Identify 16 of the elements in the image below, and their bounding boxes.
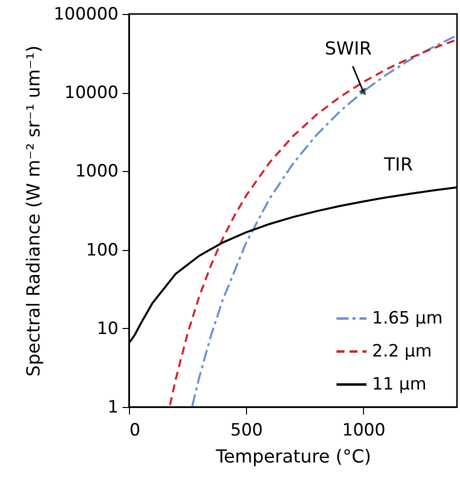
legend-label: 11 µm (372, 374, 426, 394)
x-axis-title: Temperature (°C) (214, 446, 372, 468)
x-tick-label: 0 (130, 420, 140, 440)
y-axis-title: Spectral Radiance (W m⁻² sr⁻¹ um⁻¹) (24, 45, 45, 377)
y-tick-label: 1 (108, 398, 118, 418)
legend-label: 1.65 µm (372, 308, 443, 328)
y-tick-label: 10 (96, 318, 118, 339)
y-tick-label: 100 (86, 240, 118, 260)
x-tick-label: 500 (230, 420, 263, 440)
legend-label: 2.2 µm (372, 342, 432, 362)
y-tick-label: 1000 (75, 162, 118, 182)
y-tick-label: 100000 (54, 4, 118, 24)
annotation: TIR (383, 154, 413, 176)
y-tick-label: 10000 (64, 83, 118, 104)
x-tick-label: 1000 (342, 420, 386, 440)
annotation: SWIR (324, 38, 372, 60)
